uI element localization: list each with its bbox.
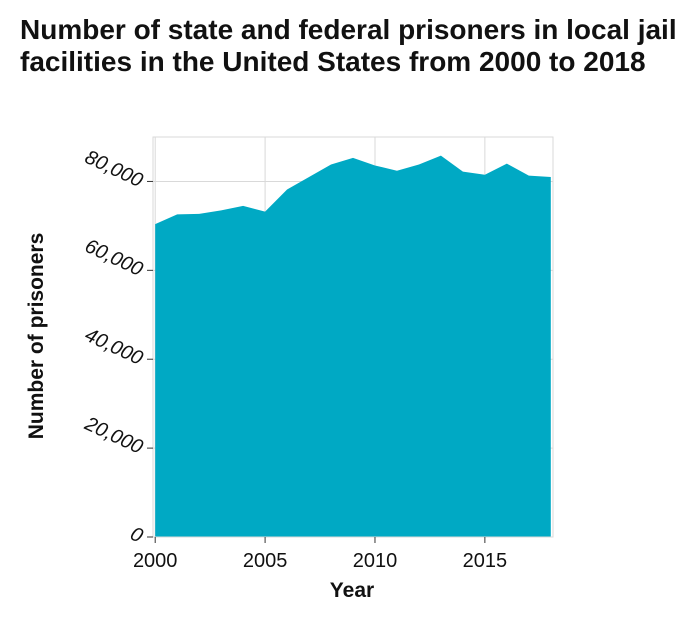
chart-title: Number of state and federal prisoners in… [20, 14, 677, 77]
x-tick-label-2015: 2015 [463, 550, 508, 572]
y-tick-label-4: 80,000 [81, 146, 146, 192]
y-tick-label-0: 0 [127, 523, 146, 548]
y-axis-ticks: 0 20,000 40,000 60,000 80,000 [81, 146, 153, 548]
x-tick-label-2010: 2010 [353, 550, 398, 572]
y-tick-label-3: 60,000 [81, 235, 146, 281]
y-axis-label: Number of prisoners [25, 233, 48, 440]
x-tick-label-2000: 2000 [133, 550, 178, 572]
x-tick-label-2005: 2005 [243, 550, 288, 572]
area-series [155, 155, 551, 538]
x-axis-label: Year [330, 579, 374, 602]
y-tick-label-1: 20,000 [81, 412, 147, 458]
x-axis-ticks: 2000 2005 2010 2015 [133, 537, 507, 572]
y-tick-label-2: 40,000 [81, 324, 146, 370]
plot-frame [152, 136, 554, 538]
